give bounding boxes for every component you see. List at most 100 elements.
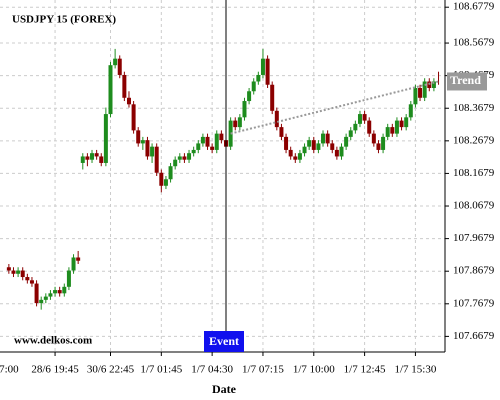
candle-body — [6, 267, 11, 271]
candle-body — [233, 120, 238, 128]
candle-body — [117, 58, 122, 75]
candle-body — [126, 97, 131, 105]
candle-body — [367, 120, 372, 134]
candle-body — [307, 140, 312, 147]
candle-body — [288, 149, 293, 157]
candle-body — [122, 74, 127, 98]
candle-body — [62, 286, 67, 294]
event-label-box — [204, 331, 244, 352]
candle-body — [339, 146, 344, 157]
candle-body — [265, 58, 270, 85]
candle-body — [145, 140, 150, 157]
trend-label-box — [447, 72, 487, 91]
candle-body — [381, 136, 386, 150]
y-tick-label: 107.7679 — [453, 297, 495, 309]
y-tick-label: 108.2679 — [453, 134, 495, 146]
candle-body — [418, 88, 423, 98]
candle-body — [108, 65, 113, 115]
candle-body — [279, 127, 284, 137]
candle-body — [394, 120, 399, 134]
candle-body — [214, 133, 219, 150]
candle-body — [29, 280, 34, 284]
candle-body — [16, 270, 21, 274]
candle-body — [348, 130, 353, 137]
candle-body — [168, 166, 173, 180]
candle-body — [187, 153, 192, 160]
x-tick-label: 1/7 15:30 — [394, 364, 436, 376]
candle-body — [376, 143, 381, 150]
candle-body — [260, 58, 265, 75]
y-tick-label: 108.1679 — [453, 167, 495, 179]
candle-body — [196, 143, 201, 150]
candle-body — [140, 140, 145, 144]
candle-body — [57, 290, 62, 294]
x-tick-label: 28/6 17:00 — [0, 364, 19, 376]
grid — [0, 0, 445, 352]
candle-body — [371, 133, 376, 144]
candle-body — [274, 110, 279, 128]
candle-body — [344, 136, 349, 147]
candle-body — [237, 117, 242, 128]
candle-body — [408, 104, 413, 118]
y-tick-label: 108.3679 — [453, 102, 495, 114]
candle-body — [11, 270, 16, 274]
candle-body — [43, 296, 48, 300]
candle-body — [25, 277, 30, 281]
candle-body — [85, 156, 90, 160]
candle-body — [200, 136, 205, 144]
candle-body — [316, 143, 321, 150]
y-tick-label: 108.6779 — [453, 1, 495, 13]
candle-body — [247, 91, 252, 102]
candle-body — [150, 146, 155, 157]
candle-body — [131, 104, 136, 131]
candle-body — [321, 133, 326, 144]
candle-body — [103, 114, 108, 163]
candle-body — [404, 117, 409, 128]
candle-body — [325, 133, 330, 144]
candle-body — [251, 81, 256, 92]
candle-body — [399, 120, 404, 128]
candle-body — [48, 293, 53, 297]
candle-body — [39, 299, 44, 304]
event-label: Event — [209, 334, 239, 348]
candle-body — [362, 114, 367, 121]
x-tick-label: 30/6 22:45 — [87, 364, 135, 376]
candle-body — [94, 153, 99, 157]
candle-body — [20, 270, 25, 278]
x-tick-label: 1/7 07:15 — [242, 364, 284, 376]
candle-body — [76, 257, 81, 261]
candle-body — [270, 84, 275, 111]
candle-body — [205, 136, 210, 147]
candle-body — [302, 146, 307, 154]
candle-body — [163, 179, 168, 186]
candle-body — [136, 130, 141, 144]
candle-body — [293, 156, 298, 160]
candle-body — [390, 127, 395, 134]
chart-title: USDJPY 15 (FOREX) — [12, 14, 116, 26]
x-axis-title: Date — [212, 382, 237, 396]
candle-body — [66, 270, 71, 287]
candle-body — [90, 153, 95, 160]
candle-body — [385, 127, 390, 137]
candle-body — [191, 149, 196, 154]
candle-body — [311, 140, 316, 150]
trend-label: Trend — [450, 73, 481, 87]
watermark: www.delkos.com — [14, 335, 92, 347]
y-tick-label: 108.5679 — [453, 37, 495, 49]
x-tick-label: 1/7 10:00 — [293, 364, 335, 376]
candle-body — [182, 156, 187, 160]
candle-body — [53, 290, 58, 294]
candle-body — [177, 156, 182, 160]
candle-body — [99, 156, 104, 163]
y-tick-label: 108.0679 — [453, 200, 495, 212]
candle-body — [353, 123, 358, 131]
candle-body — [256, 74, 261, 82]
x-tick-label: 1/7 04:30 — [191, 364, 233, 376]
plot — [6, 48, 440, 310]
y-tick-label: 107.8679 — [453, 265, 495, 277]
candle-body — [242, 101, 247, 118]
y-tick-label: 107.9679 — [453, 232, 495, 244]
candle-body — [159, 172, 164, 186]
candle-body — [284, 136, 289, 150]
